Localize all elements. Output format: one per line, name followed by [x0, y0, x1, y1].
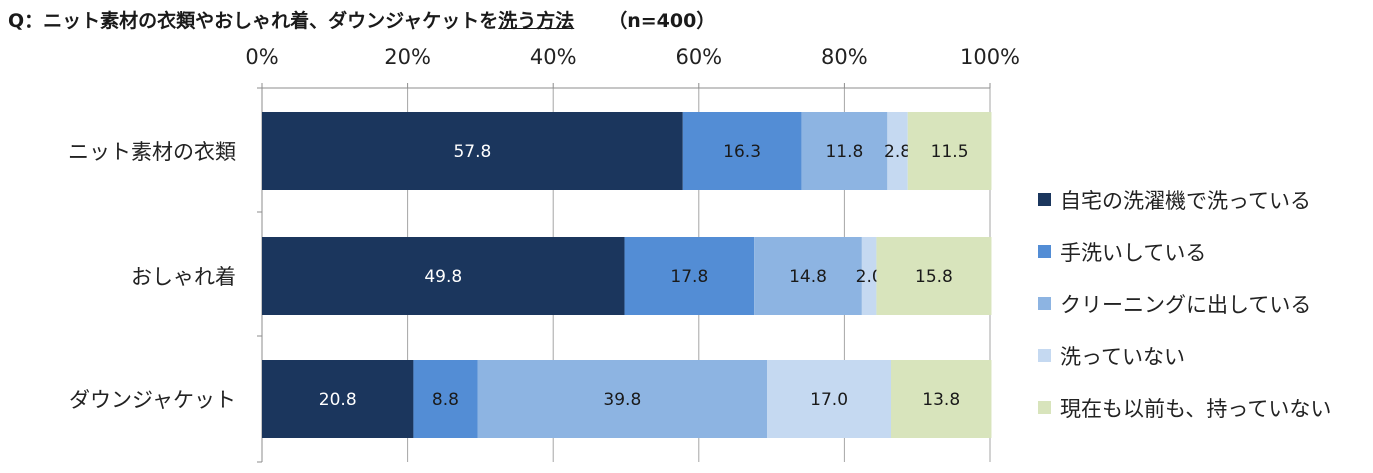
title-prefix: Q：ニット素材の衣類やおしゃれ着、ダウンジャケットを — [8, 10, 499, 32]
data-label: 8.8 — [432, 390, 459, 410]
legend: 自宅の洗濯機で洗っている手洗いしているクリーニングに出している洗っていない現在も… — [1038, 189, 1331, 421]
x-tick-label: 20% — [384, 45, 431, 69]
data-label: 11.8 — [825, 142, 863, 162]
x-tick-label: 100% — [960, 45, 1020, 69]
category-label: ダウンジャケット — [69, 388, 236, 412]
bar-segment — [682, 112, 802, 190]
legend-label: 自宅の洗濯機で洗っている — [1060, 189, 1311, 213]
category-label: ニット素材の衣類 — [68, 140, 236, 164]
legend-label: 現在も以前も、持っていない — [1060, 397, 1331, 421]
bar-segment — [754, 237, 862, 315]
legend-swatch — [1038, 193, 1051, 206]
data-label: 20.8 — [319, 390, 357, 410]
legend-label: 手洗いしている — [1060, 241, 1206, 265]
data-label: 15.8 — [915, 267, 953, 287]
x-tick-label: 60% — [675, 45, 722, 69]
bars: 57.8 16.3 11.8 2.8 11.5 49.8 17.8 14.8 2.0 15.8 20… — [262, 112, 992, 438]
category-label: おしゃれ着 — [131, 265, 236, 289]
bar-segment — [907, 112, 992, 190]
chart-title: Q：ニット素材の衣類やおしゃれ着、ダウンジャケットを洗う方法 （n=400） — [8, 6, 715, 33]
bar-segment — [262, 237, 625, 315]
legend-swatch — [1038, 245, 1051, 258]
legend-swatch — [1038, 349, 1051, 362]
x-tick-label: 0% — [245, 45, 278, 69]
legend-swatch — [1038, 297, 1051, 310]
data-label: 17.8 — [670, 267, 708, 287]
title-underlined: 洗う方法 — [498, 10, 575, 32]
bar-segment — [890, 360, 992, 438]
bar-segment — [262, 360, 414, 438]
bar-segment — [413, 360, 478, 438]
bar-segment — [887, 112, 908, 190]
bar-segment — [262, 112, 683, 190]
bar-segment — [624, 237, 755, 315]
data-label: 16.3 — [723, 142, 761, 162]
data-label: 2.0 — [856, 267, 883, 287]
data-label: 14.8 — [789, 267, 827, 287]
data-label: 39.8 — [603, 390, 641, 410]
bar-segment — [477, 360, 768, 438]
x-tick-label: 80% — [821, 45, 868, 69]
data-label: 11.5 — [931, 142, 969, 162]
data-label: 13.8 — [922, 390, 960, 410]
data-label: 49.8 — [424, 267, 462, 287]
bar-segment — [876, 237, 992, 315]
data-label: 2.8 — [884, 142, 911, 162]
x-tick-label: 40% — [530, 45, 577, 69]
legend-swatch — [1038, 401, 1051, 414]
sample-size: （n=400） — [608, 10, 716, 32]
bar-segment — [801, 112, 888, 190]
bar-segment — [861, 237, 877, 315]
legend-label: クリーニングに出している — [1060, 293, 1311, 317]
data-label: 57.8 — [453, 142, 491, 162]
data-label: 17.0 — [810, 390, 848, 410]
x-axis-ticks: 0% 20% 40% 60% 80% 100% — [245, 45, 1020, 69]
bar-segment — [767, 360, 891, 438]
legend-label: 洗っていない — [1060, 345, 1185, 369]
